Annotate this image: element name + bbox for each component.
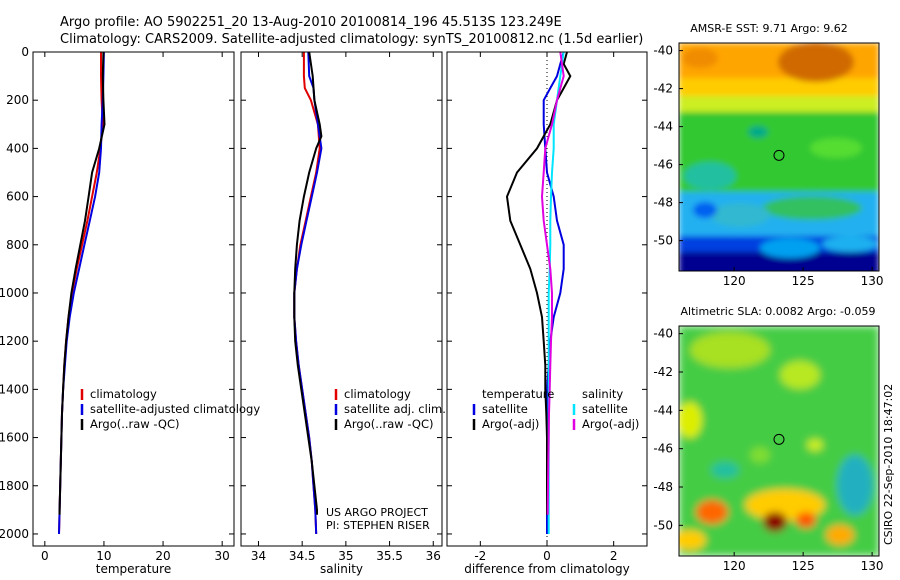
map-x-tick-label: 125 xyxy=(792,274,815,288)
y-tick-label: 2000 xyxy=(0,527,29,541)
map-y-tick-label: -50 xyxy=(653,234,673,248)
sst-map-title: AMSR-E SST: 9.71 Argo: 9.62 xyxy=(690,22,848,35)
salinity-xlabel: salinity xyxy=(320,562,363,576)
legend-entry: satellite adj. clim. xyxy=(344,402,446,416)
y-tick-label: 1000 xyxy=(0,286,29,300)
x-tick-label: 35 xyxy=(338,549,353,563)
map-y-tick-label: -42 xyxy=(653,365,673,379)
y-tick-label: 0 xyxy=(21,45,29,59)
legend-entry: satellite xyxy=(582,402,628,416)
map-x-tick-label: 130 xyxy=(861,559,884,573)
legend-entry: satellite-adjusted climatology xyxy=(90,402,260,416)
salinity-series-black xyxy=(293,51,323,515)
difference-series-black xyxy=(505,51,572,515)
map-y-tick-label: -40 xyxy=(653,327,673,341)
y-tick-label: 600 xyxy=(6,190,29,204)
map-y-tick-label: -46 xyxy=(653,158,673,172)
x-tick-label: 34 xyxy=(251,549,266,563)
map-y-tick-label: -48 xyxy=(653,480,673,494)
map-y-tick-label: -46 xyxy=(653,442,673,456)
y-tick-label: 1600 xyxy=(0,431,29,445)
legend-entry: satellite xyxy=(482,402,528,416)
x-tick-label: 0 xyxy=(543,549,551,563)
legend-entry: Argo(-adj) xyxy=(582,417,639,431)
legend-entry: climatology xyxy=(90,387,157,401)
sst-argo-location-marker xyxy=(773,149,785,161)
sla-heatmap xyxy=(679,326,879,556)
legend-entry: Argo(..raw -QC) xyxy=(90,417,180,431)
sla-map-title: Altimetric SLA: 0.0082 Argo: -0.059 xyxy=(681,305,876,318)
figure-title-line2: Climatology: CARS2009. Satellite-adjuste… xyxy=(60,32,643,47)
map-y-tick-label: -40 xyxy=(653,44,673,58)
y-tick-label: 1400 xyxy=(0,382,29,396)
map-y-tick-label: -44 xyxy=(653,403,673,417)
legend-entry: climatology xyxy=(344,387,411,401)
x-tick-label: 2 xyxy=(610,549,618,563)
map-x-tick-label: 120 xyxy=(723,274,746,288)
temperature-axes-frame xyxy=(32,51,235,547)
temperature-xlabel: temperature xyxy=(96,562,171,576)
project-annotation: US ARGO PROJECT xyxy=(326,506,428,519)
x-tick-label: 10 xyxy=(96,549,111,563)
map-y-tick-label: -50 xyxy=(653,518,673,532)
legend-entry: temperature xyxy=(482,387,554,401)
temperature-series-red xyxy=(58,52,104,535)
legend-entry: salinity xyxy=(582,387,623,401)
map-y-tick-label: -44 xyxy=(653,120,673,134)
x-tick-label: 0 xyxy=(41,549,49,563)
y-tick-label: 800 xyxy=(6,238,29,252)
legend-entry: Argo(..raw -QC) xyxy=(344,417,434,431)
map-x-tick-label: 130 xyxy=(861,274,884,288)
x-tick-label: 34.5 xyxy=(289,549,316,563)
project-annotation: PI: STEPHEN RISER xyxy=(326,519,430,532)
x-tick-label: -2 xyxy=(474,549,486,563)
x-tick-label: 35.5 xyxy=(376,549,403,563)
x-tick-label: 20 xyxy=(155,549,170,563)
temperature-series-blue xyxy=(58,51,105,535)
legend-entry: Argo(-adj) xyxy=(482,417,539,431)
difference-xlabel: difference from climatology xyxy=(464,562,630,576)
map-y-tick-label: -42 xyxy=(653,82,673,96)
sst-heatmap xyxy=(679,43,879,271)
salinity-axes-frame xyxy=(240,51,443,547)
sla-map-frame xyxy=(678,325,880,557)
credit-timestamp: CSIRO 22-Sep-2010 18:47:02 xyxy=(882,384,895,545)
sla-argo-location-marker xyxy=(773,433,785,445)
y-tick-label: 1200 xyxy=(0,334,29,348)
y-tick-label: 200 xyxy=(6,93,29,107)
map-x-tick-label: 120 xyxy=(723,559,746,573)
figure-title-line1: Argo profile: AO 5902251_20 13-Aug-2010 … xyxy=(60,15,562,30)
temperature-plot: 0 10 20 30 temperature 0 200 400 600 800 1000 1200 1… xyxy=(0,45,260,576)
difference-series-magenta xyxy=(540,51,565,515)
y-tick-label: 1800 xyxy=(0,479,29,493)
map-y-tick-label: -48 xyxy=(653,196,673,210)
salinity-series-blue xyxy=(293,51,323,535)
y-tick-label: 400 xyxy=(6,141,29,155)
sst-map-frame xyxy=(678,42,880,272)
temperature-series-black xyxy=(58,51,106,515)
map-x-tick-label: 125 xyxy=(792,559,815,573)
salinity-series-red xyxy=(293,52,321,535)
salinity-plot: 34 34.5 35 35.5 36 salinity climatologysatelli… xyxy=(240,51,446,576)
x-tick-label: 36 xyxy=(426,549,441,563)
x-tick-label: 30 xyxy=(215,549,230,563)
